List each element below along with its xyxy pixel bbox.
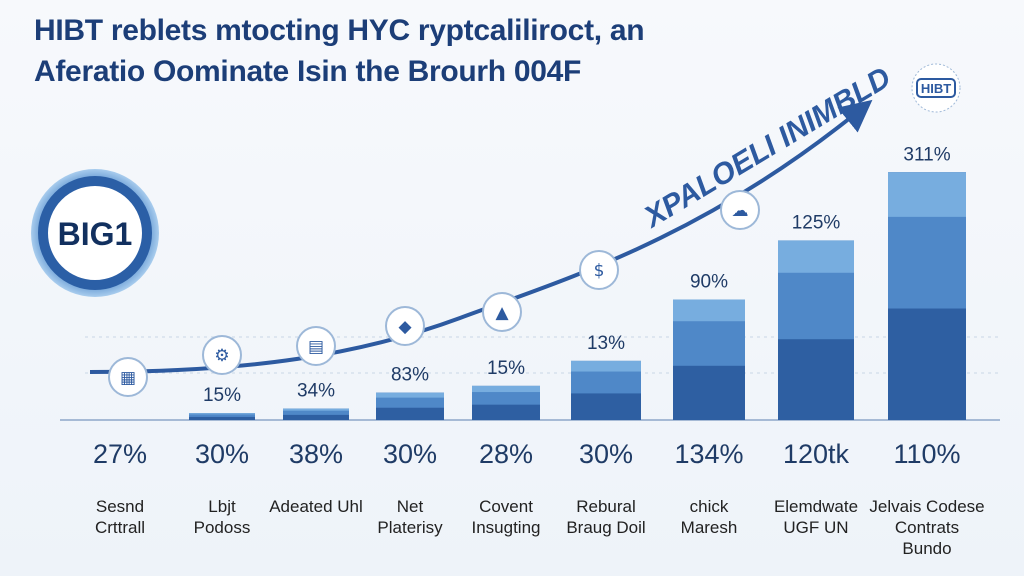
shield-icon: ◆	[385, 306, 425, 346]
top-value-label: 83%	[391, 365, 429, 386]
chart-icon: ▤	[296, 326, 336, 366]
top-value-label: 34%	[297, 381, 335, 402]
category-label: Covent	[479, 497, 533, 516]
bottom-value-label: 28%	[479, 439, 533, 469]
icon-circle	[385, 306, 425, 346]
bar-top-band	[571, 360, 641, 372]
category-label: Jelvais Codese	[869, 497, 984, 516]
rocket-icon: ▲	[495, 303, 509, 323]
bar-mid-band	[189, 413, 255, 417]
bar-top-band	[778, 240, 854, 273]
category-label: Platerisy	[377, 518, 443, 537]
building-icon: ▦	[108, 357, 148, 397]
bar-top-band	[376, 392, 444, 398]
category-label: Adeated Uhl	[269, 497, 363, 516]
badge-ring	[38, 176, 152, 290]
category-label: UGF UN	[783, 518, 848, 537]
logo-frame	[916, 78, 956, 98]
icon-circle	[482, 292, 522, 332]
bar-top-band	[283, 408, 349, 411]
category-label: Insugting	[472, 518, 541, 537]
building-icon: ▦	[120, 368, 136, 388]
bottom-value-label: 30%	[383, 439, 437, 469]
category-label: Elemdwate	[774, 497, 858, 516]
category-label: Bundo	[902, 539, 951, 558]
cloud-icon: ☁	[720, 190, 760, 230]
arrow-label: XPALOELI INIMBLD	[637, 61, 897, 235]
logo-circle	[911, 63, 961, 113]
bar-mid-band	[283, 408, 349, 415]
labels: 27% Sesnd Crttrall 15% 30% Lbjt Podoss 34% 38% Ad…	[93, 144, 985, 558]
category-label: Crttrall	[95, 518, 145, 537]
top-value-label: 13%	[587, 333, 625, 354]
rocket-icon: ▲	[482, 292, 522, 332]
logo: HIBT	[911, 63, 961, 113]
bottom-value-label: 30%	[579, 439, 633, 469]
top-value-label: 125%	[792, 212, 841, 233]
category-label: Podoss	[194, 518, 251, 537]
dollar-icon: $	[579, 250, 619, 290]
bottom-value-label: 110%	[893, 439, 960, 469]
top-value-label: 15%	[487, 358, 525, 379]
category-label: Braug Doil	[566, 518, 645, 537]
category-label: Lbjt	[208, 497, 236, 516]
bar-top-band	[888, 172, 966, 217]
chart-icon: ▤	[308, 337, 324, 357]
category-label: Rebural	[576, 497, 636, 516]
bottom-value-label: 120tk	[783, 439, 850, 469]
badge: BIG1	[31, 169, 159, 297]
chart-title: HIBT reblets mtocting HYC ryptcaliliroct…	[34, 10, 794, 92]
bar-top-band	[673, 299, 745, 322]
dollar-icon: $	[594, 261, 605, 281]
bottom-value-label: 134%	[674, 439, 743, 469]
category-label: Contrats	[895, 518, 959, 537]
title-line-2: Aferatio Oominate Isin the Brourh 004F	[34, 55, 582, 88]
bar-top-band	[472, 385, 540, 393]
gear-icon: ⚙	[214, 346, 229, 366]
shield-icon: ◆	[398, 317, 412, 337]
bar-top-band	[189, 413, 255, 415]
top-value-label: 311%	[903, 144, 950, 165]
title-line-1: HIBT reblets mtocting HYC ryptcaliliroct…	[34, 14, 645, 47]
badge-text: BIG1	[58, 216, 133, 252]
icon-circle	[720, 190, 760, 230]
icon-circle	[296, 326, 336, 366]
logo-text: HIBT	[921, 81, 951, 96]
icon-circle	[108, 357, 148, 397]
icon-circle	[202, 335, 242, 375]
bottom-value-label: 27%	[93, 439, 147, 469]
icon-circle	[579, 250, 619, 290]
top-value-label: 90%	[690, 272, 728, 293]
gear-icon: ⚙	[202, 335, 242, 375]
trend-icons: ▦ ⚙ ▤ ◆ ▲ $ ☁	[108, 190, 760, 397]
top-value-label: 15%	[203, 385, 241, 406]
cloud-icon: ☁	[732, 201, 749, 221]
category-label: chick	[690, 497, 729, 516]
category-label: Sesnd	[96, 497, 144, 516]
bars	[189, 172, 966, 420]
bottom-value-label: 38%	[289, 439, 343, 469]
category-label: Maresh	[681, 518, 738, 537]
category-label: Net	[397, 497, 424, 516]
bottom-value-label: 30%	[195, 439, 249, 469]
